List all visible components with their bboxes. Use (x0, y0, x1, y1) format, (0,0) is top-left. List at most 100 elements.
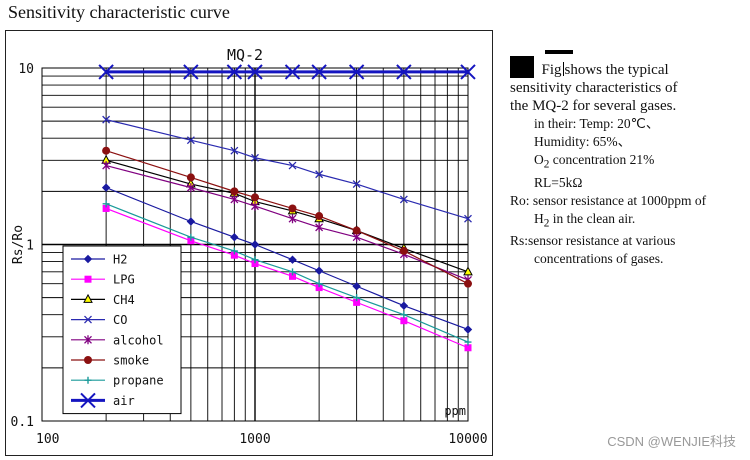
data-point (186, 136, 195, 145)
series-propane (102, 200, 472, 346)
data-point (284, 64, 301, 80)
legend-label: CH4 (113, 293, 135, 307)
x-tick-label: 10000 (448, 432, 487, 447)
series-co (102, 115, 472, 223)
description-line-2: sensitivity characteristics of (510, 80, 678, 96)
legend-box (62, 245, 182, 415)
description-line-1: Fig shows the typical (510, 56, 746, 79)
data-point (230, 146, 239, 155)
chart-title: MQ-2 (227, 46, 263, 64)
series-h2 (101, 183, 473, 334)
ro-definition-2: H2 in the clean air. (510, 210, 746, 233)
condition-o2: O2 concentration 21% (510, 151, 746, 174)
data-point (80, 392, 96, 409)
fig-highlight-bar (545, 50, 573, 54)
watermark: CSDN @WENJIE科技 (607, 434, 736, 449)
data-point (186, 217, 196, 226)
data-point (186, 183, 195, 193)
rs-definition-1: Rs:sensor resistance at various (510, 233, 676, 249)
fig-label: Fig (541, 62, 562, 78)
series-smoke (102, 146, 472, 288)
data-point (102, 204, 110, 212)
legend: H2 LPG CH4 CO alcohol smoke propane air (62, 245, 182, 415)
data-point (352, 180, 361, 189)
legend-label: alcohol (113, 333, 164, 347)
data-point (84, 315, 92, 324)
legend-label: H2 (113, 253, 127, 267)
data-point (463, 266, 473, 276)
data-point (288, 161, 297, 170)
data-point (98, 64, 114, 80)
legend-item: CH4 (71, 293, 135, 307)
description-line-1-rest: shows the typical (564, 62, 669, 78)
data-point (315, 212, 324, 221)
y-tick-label: 10 (18, 62, 34, 77)
data-point (464, 279, 472, 288)
data-point (102, 161, 111, 171)
y-axis-label: Rs/Ro (11, 225, 26, 264)
data-point (352, 226, 361, 235)
data-point (463, 325, 473, 334)
legend-label: air (113, 394, 135, 408)
data-point (288, 214, 297, 224)
data-point (187, 237, 195, 245)
data-point (84, 376, 92, 384)
data-point (230, 247, 238, 255)
ro-sub: 2 (543, 217, 550, 230)
data-point (399, 246, 408, 255)
data-point (230, 251, 238, 259)
series-lpg (102, 204, 472, 352)
legend-item: air (71, 392, 135, 409)
y-tick-label: 1 (26, 239, 34, 254)
data-point (186, 173, 195, 182)
data-point (247, 64, 263, 80)
data-point (464, 344, 472, 352)
data-point (464, 214, 472, 223)
data-point (311, 64, 327, 80)
data-point (102, 115, 111, 124)
x-tick-label: 1000 (239, 432, 270, 447)
data-point (399, 195, 408, 204)
data-point (315, 170, 324, 179)
data-point (230, 232, 239, 242)
data-point (289, 272, 297, 280)
data-point (84, 275, 92, 283)
legend-label: LPG (113, 273, 135, 287)
data-point (348, 64, 365, 80)
legend-item: smoke (71, 354, 149, 368)
data-point (251, 260, 259, 268)
data-point (230, 187, 239, 196)
legend-item: alcohol (71, 333, 164, 347)
legend-item: propane (71, 374, 164, 388)
data-point (314, 266, 324, 275)
legend-label: smoke (113, 354, 149, 368)
page-title: Sensitivity characteristic curve (8, 2, 230, 22)
data-point (83, 293, 93, 303)
data-point (251, 256, 259, 264)
rs-definition-2: concentrations of gases. (534, 251, 664, 267)
y-tick-label: 0.1 (11, 415, 34, 430)
legend-item: LPG (71, 273, 135, 287)
ro-rest: in the clean air. (549, 210, 636, 226)
data-point (102, 200, 110, 208)
data-point (230, 194, 239, 204)
o2-rest: concentration 21% (549, 152, 655, 167)
data-point (400, 317, 408, 325)
data-point (352, 282, 361, 291)
data-point (251, 193, 259, 202)
data-point (101, 183, 111, 192)
condition-rl: RL=5kΩ (534, 174, 583, 190)
x-axis-label: ppm (444, 404, 466, 418)
condition-humidity: Humidity: 65%、 (534, 134, 632, 149)
data-point (289, 268, 297, 276)
data-point (183, 64, 199, 80)
legend-item: H2 (71, 253, 127, 267)
data-point (251, 201, 259, 211)
ro-definition-1: Ro: sensor resistance at 1000ppm of (510, 192, 707, 208)
data-point (250, 240, 260, 249)
data-point (226, 64, 243, 80)
data-point (83, 254, 93, 264)
data-point (315, 222, 324, 232)
data-point (102, 146, 111, 155)
data-point (396, 64, 412, 80)
